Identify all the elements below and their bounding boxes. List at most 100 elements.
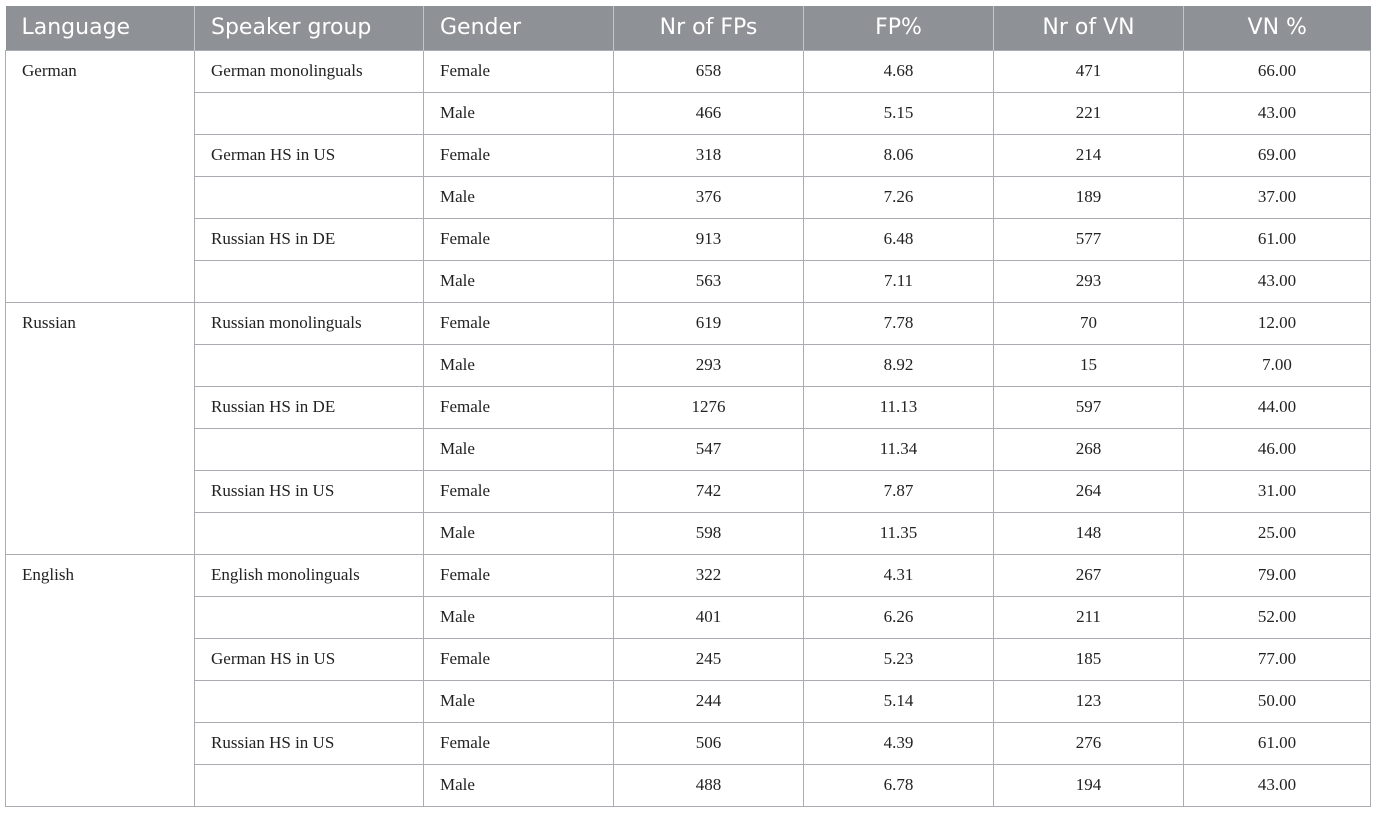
cell-nr-of-fps: 506 [613,721,804,765]
cell-speaker-group: German HS in US [194,637,424,681]
cell-nr-of-fps: 293 [613,343,804,387]
table-row: Male 598 11.35 148 25.00 [6,511,1371,555]
table-row: Male 466 5.15 221 43.00 [6,91,1371,135]
cell-nr-of-fps: 488 [613,763,804,807]
header-nr-of-vn: Nr of VN [993,6,1184,50]
table-row: German HS in US Female 245 5.23 185 77.00 [6,637,1371,681]
cell-gender: Female [423,217,614,261]
cell-speaker-group-empty [194,511,424,555]
cell-nr-of-vn: 211 [993,595,1184,639]
cell-gender: Female [423,49,614,93]
table-row: Russian Russian monolinguals Female 619 7.78… [5,301,1371,555]
cell-fp-percent: 11.35 [803,511,994,555]
cell-speaker-group-empty [194,343,424,387]
cell-gender: Female [423,469,614,513]
cell-nr-of-fps: 244 [613,679,804,723]
table-row: Russian HS in DE Female 913 6.48 577 61.00 [6,217,1371,261]
table-row: Male 293 8.92 15 7.00 [6,343,1371,387]
cell-speaker-group-empty [194,763,424,807]
cell-fp-percent: 4.39 [803,721,994,765]
table-row: Male 563 7.11 293 43.00 [6,259,1371,303]
cell-speaker-group-empty [194,91,424,135]
cell-speaker-group-empty [194,175,424,219]
cell-speaker-group-empty [194,679,424,723]
cell-gender: Male [423,595,614,639]
cell-vn-percent: 37.00 [1183,175,1371,219]
table-row: German HS in US Female 318 8.06 214 69.00 [6,133,1371,177]
cell-gender: Male [423,427,614,471]
cell-nr-of-vn: 189 [993,175,1184,219]
cell-fp-percent: 6.48 [803,217,994,261]
cell-speaker-group: English monolinguals [194,553,424,597]
table-header: Language Speaker group Gender Nr of FPs … [5,6,1371,50]
header-language: Language [5,6,195,50]
cell-nr-of-fps: 318 [613,133,804,177]
header-vn-percent: VN % [1183,6,1371,50]
cell-fp-percent: 4.31 [803,553,994,597]
cell-fp-percent: 8.92 [803,343,994,387]
cell-nr-of-fps: 245 [613,637,804,681]
cell-speaker-group-empty [194,259,424,303]
cell-nr-of-fps: 376 [613,175,804,219]
cell-nr-of-vn: 185 [993,637,1184,681]
cell-fp-percent: 11.34 [803,427,994,471]
cell-nr-of-fps: 598 [613,511,804,555]
cell-gender: Female [423,637,614,681]
cell-vn-percent: 43.00 [1183,259,1371,303]
cell-nr-of-vn: 15 [993,343,1184,387]
header-speaker-group: Speaker group [194,6,424,50]
cell-vn-percent: 61.00 [1183,217,1371,261]
cell-speaker-group: Russian HS in US [194,469,424,513]
table-row: German German monolinguals Female 658 4.68 47… [5,49,1371,303]
cell-nr-of-fps: 658 [613,49,804,93]
table-row: Male 376 7.26 189 37.00 [6,175,1371,219]
cell-gender: Female [423,301,614,345]
cell-vn-percent: 79.00 [1183,553,1371,597]
header-nr-of-fps: Nr of FPs [613,6,804,50]
cell-speaker-group: German HS in US [194,133,424,177]
cell-gender: Male [423,763,614,807]
cell-nr-of-vn: 276 [993,721,1184,765]
cell-nr-of-vn: 264 [993,469,1184,513]
cell-nr-of-vn: 221 [993,91,1184,135]
cell-vn-percent: 66.00 [1183,49,1371,93]
table-row: Russian HS in DE Female 1276 11.13 597 44.00 [6,385,1371,429]
cell-vn-percent: 44.00 [1183,385,1371,429]
cell-language: English [5,553,195,807]
cell-fp-percent: 4.68 [803,49,994,93]
data-table: Language Speaker group Gender Nr of FPs … [5,6,1371,807]
cell-nr-of-vn: 577 [993,217,1184,261]
cell-nr-of-fps: 563 [613,259,804,303]
cell-nr-of-vn: 471 [993,49,1184,93]
cell-gender: Female [423,385,614,429]
cell-speaker-group: Russian monolinguals [194,301,424,345]
cell-nr-of-fps: 1276 [613,385,804,429]
cell-gender: Male [423,91,614,135]
cell-speaker-group: Russian HS in US [194,721,424,765]
cell-vn-percent: 25.00 [1183,511,1371,555]
table-row: Russian HS in US Female 506 4.39 276 61.00 [6,721,1371,765]
table-body: German German monolinguals Female 658 4.68 47… [5,49,1371,807]
cell-vn-percent: 61.00 [1183,721,1371,765]
cell-gender: Male [423,259,614,303]
cell-fp-percent: 5.15 [803,91,994,135]
cell-gender: Male [423,679,614,723]
cell-nr-of-vn: 293 [993,259,1184,303]
cell-gender: Female [423,133,614,177]
cell-speaker-group-empty [194,595,424,639]
cell-fp-percent: 7.11 [803,259,994,303]
cell-vn-percent: 77.00 [1183,637,1371,681]
cell-gender: Female [423,553,614,597]
cell-speaker-group: German monolinguals [194,49,424,93]
table-row: Male 547 11.34 268 46.00 [6,427,1371,471]
cell-vn-percent: 50.00 [1183,679,1371,723]
cell-nr-of-vn: 597 [993,385,1184,429]
cell-speaker-group: Russian HS in DE [194,385,424,429]
header-gender: Gender [423,6,614,50]
table-row: Russian HS in US Female 742 7.87 264 31.00 [6,469,1371,513]
cell-gender: Male [423,175,614,219]
cell-vn-percent: 7.00 [1183,343,1371,387]
cell-vn-percent: 43.00 [1183,91,1371,135]
table-row: English English monolinguals Female 322 4.31… [5,553,1371,807]
table-row: Male 244 5.14 123 50.00 [6,679,1371,723]
